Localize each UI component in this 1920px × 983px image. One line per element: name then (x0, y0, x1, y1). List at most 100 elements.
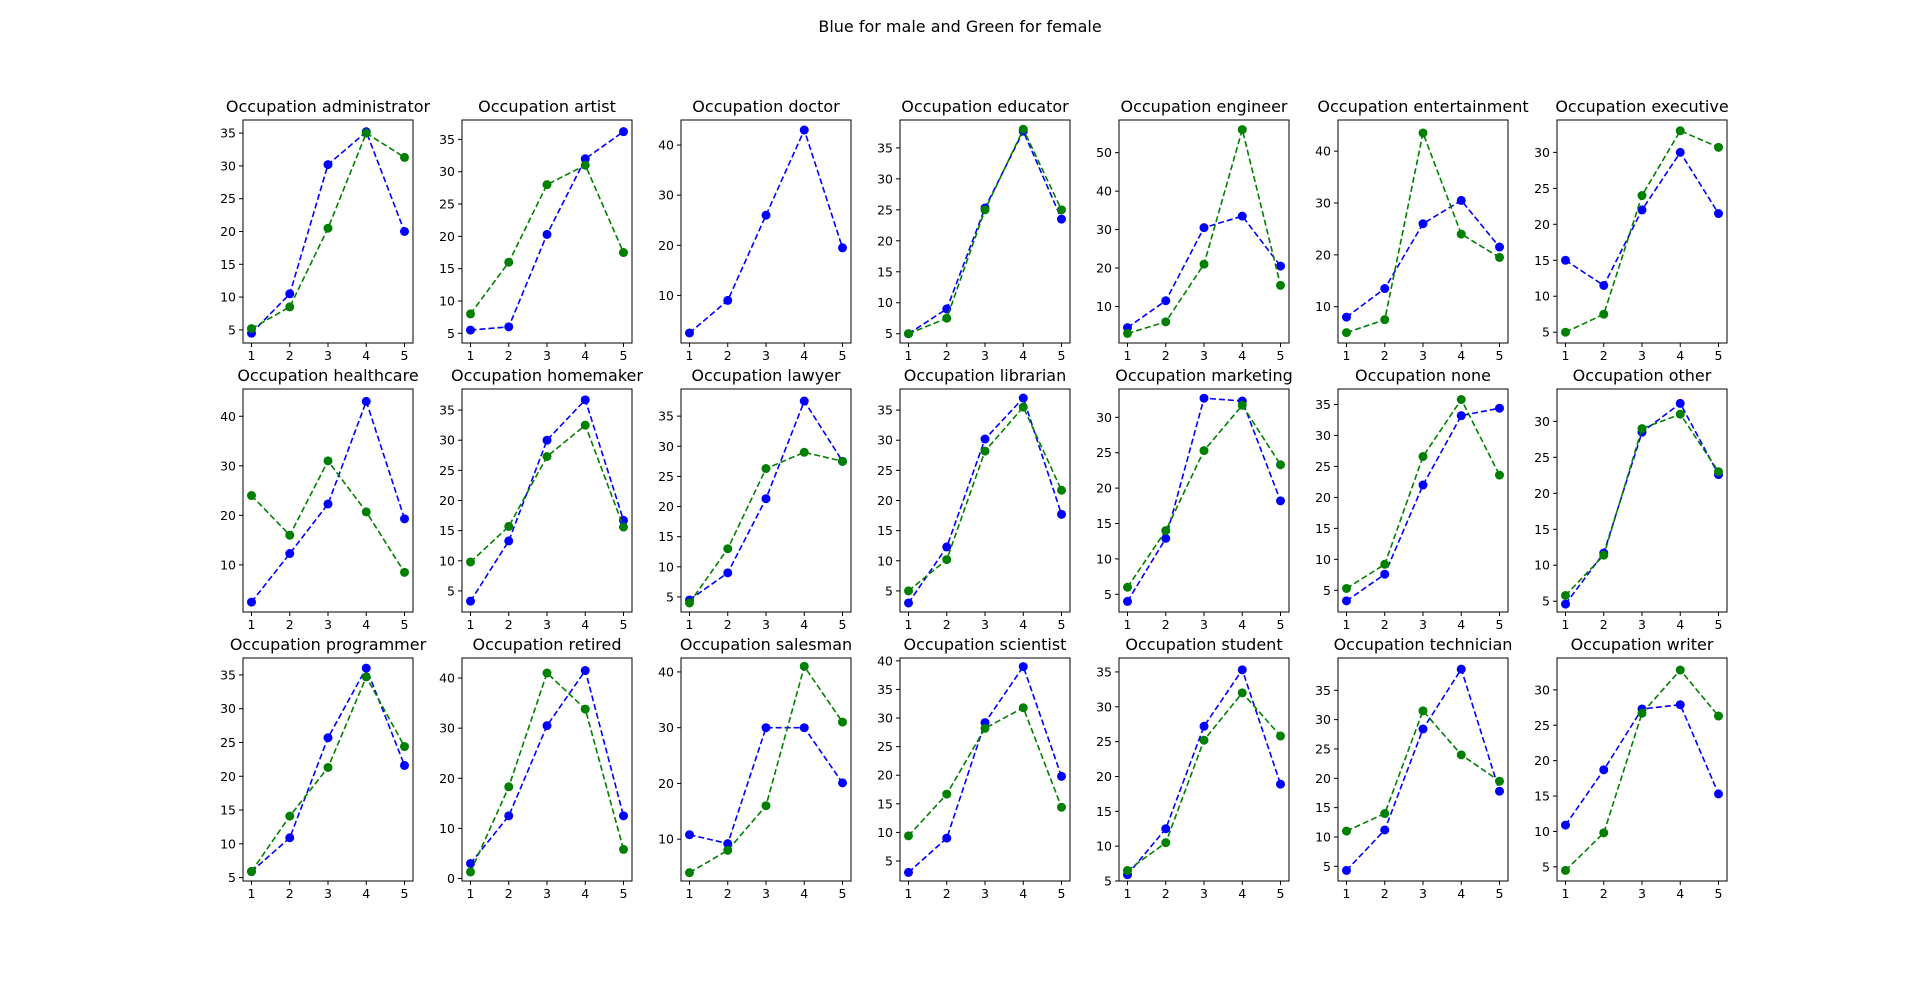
x-tick-label: 3 (543, 886, 551, 901)
x-tick-label: 5 (1058, 617, 1066, 632)
data-point-female (1599, 828, 1609, 838)
y-tick-label: 20 (220, 224, 236, 239)
data-point-male (361, 396, 371, 406)
data-point-male (1199, 721, 1209, 731)
subplot-title: Occupation executive (1555, 97, 1728, 116)
y-tick-label: 35 (658, 409, 674, 424)
y-tick-label: 10 (1534, 558, 1550, 573)
x-tick-label: 5 (1058, 886, 1066, 901)
data-point-female (1714, 711, 1723, 721)
y-tick-label: 25 (877, 202, 893, 217)
data-point-female (723, 544, 733, 554)
data-point-male (323, 160, 333, 170)
y-tick-label: 40 (658, 664, 674, 679)
data-point-female (1161, 317, 1171, 327)
data-point-female (580, 704, 590, 714)
data-point-male (1418, 724, 1428, 734)
data-point-female (1276, 460, 1285, 470)
data-point-male (285, 833, 295, 843)
subplot-title: Occupation educator (901, 97, 1069, 116)
y-tick-label: 40 (658, 138, 674, 153)
subplot-title: Occupation healthcare (237, 366, 418, 385)
y-tick-label: 20 (1534, 753, 1550, 768)
y-tick-label: 35 (439, 403, 455, 418)
subplot-title: Occupation engineer (1120, 97, 1287, 116)
x-tick-label: 2 (1600, 886, 1608, 901)
x-tick-label: 1 (1124, 348, 1132, 363)
data-point-male (723, 568, 733, 578)
data-point-male (1057, 509, 1066, 519)
data-point-female (1123, 866, 1132, 876)
y-tick-label: 25 (658, 469, 674, 484)
x-tick-label: 3 (324, 617, 332, 632)
subplot: Occupation librarian 1 2 3 4 5 5 10 15 20 25 30 35 (877, 366, 1071, 632)
x-tick-label: 2 (943, 886, 951, 901)
data-point-male (723, 295, 733, 305)
x-tick-label: 2 (1381, 886, 1389, 901)
data-point-male (1456, 195, 1466, 205)
x-tick-label: 2 (724, 886, 732, 901)
y-tick-label: 20 (1534, 486, 1550, 501)
data-point-male (504, 811, 514, 821)
x-tick-label: 1 (248, 617, 256, 632)
x-tick-label: 4 (581, 886, 589, 901)
data-point-male (761, 494, 771, 504)
data-point-female (580, 420, 590, 430)
x-tick-label: 4 (800, 886, 808, 901)
data-point-female (247, 867, 256, 877)
data-point-male (1237, 665, 1247, 675)
x-tick-label: 4 (1457, 348, 1465, 363)
subplot: Occupation programmer 1 2 3 4 5 5 10 15 20 25 30 35 (220, 635, 426, 901)
y-tick-label: 30 (1096, 222, 1112, 237)
data-point-female (1123, 582, 1132, 592)
data-point-male (1342, 865, 1351, 875)
x-tick-label: 1 (1343, 617, 1351, 632)
data-point-female (1675, 126, 1685, 136)
data-point-female (1018, 124, 1028, 134)
y-tick-label: 25 (439, 463, 455, 478)
subplot-title: Occupation technician (1334, 635, 1513, 654)
y-tick-label: 10 (658, 832, 674, 847)
subplot: Occupation artist 1 2 3 4 5 5 10 15 20 25 30 35 (439, 97, 633, 363)
y-tick-label: 20 (1096, 769, 1112, 784)
subplot-title: Occupation lawyer (691, 366, 841, 385)
data-point-female (1018, 703, 1028, 713)
y-tick-label: 10 (1315, 299, 1331, 314)
y-tick-label: 35 (877, 682, 893, 697)
data-point-male (466, 596, 475, 606)
data-point-female (685, 598, 694, 608)
x-tick-label: 3 (981, 617, 989, 632)
data-point-female (1018, 402, 1028, 412)
data-point-female (1342, 583, 1351, 593)
subplot-title: Occupation scientist (904, 635, 1067, 654)
data-point-male (723, 839, 733, 849)
y-tick-label: 35 (220, 126, 236, 141)
x-tick-label: 4 (1019, 348, 1027, 363)
y-tick-label: 35 (877, 140, 893, 155)
x-tick-label: 2 (943, 617, 951, 632)
data-point-female (1675, 409, 1685, 419)
data-point-male (1637, 205, 1647, 215)
data-point-female (1199, 446, 1209, 456)
x-tick-label: 1 (1562, 886, 1570, 901)
data-point-male (1237, 211, 1247, 221)
data-point-male (1199, 223, 1209, 233)
x-tick-label: 1 (1343, 886, 1351, 901)
subplot: Occupation administrator 1 2 3 4 5 5 10 15 20 25 30… (220, 97, 430, 363)
y-tick-label: 10 (220, 557, 236, 572)
x-tick-label: 3 (762, 348, 770, 363)
y-tick-label: 40 (877, 653, 893, 668)
data-point-male (1599, 765, 1609, 775)
subplot: Occupation lawyer 1 2 3 4 5 5 10 15 20 25 30 35 (658, 366, 852, 632)
y-tick-label: 35 (877, 403, 893, 418)
x-tick-label: 4 (1676, 348, 1684, 363)
y-tick-label: 15 (1096, 516, 1112, 531)
data-point-male (504, 536, 514, 546)
x-tick-label: 3 (1200, 617, 1208, 632)
data-point-male (361, 663, 371, 673)
data-point-female (1675, 665, 1685, 675)
data-point-male (685, 328, 694, 338)
x-tick-label: 2 (286, 617, 294, 632)
data-point-female (504, 257, 514, 267)
x-tick-label: 1 (467, 617, 475, 632)
